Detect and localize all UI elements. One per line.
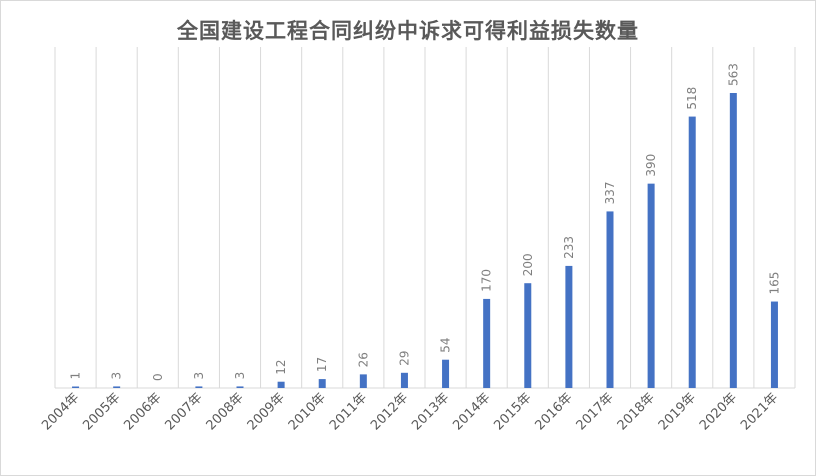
x-tick-label: 2017年 bbox=[574, 390, 617, 433]
data-label: 563 bbox=[726, 63, 740, 86]
data-label: 12 bbox=[274, 359, 288, 374]
bar-2005年 bbox=[113, 386, 121, 388]
bar-2020年 bbox=[729, 93, 737, 388]
data-label: 200 bbox=[521, 253, 535, 276]
chart-title: 全国建设工程合同纠纷中诉求可得利益损失数量 bbox=[177, 19, 639, 43]
bar-2019年 bbox=[688, 116, 696, 388]
data-label: 165 bbox=[767, 272, 781, 295]
bar-2014年 bbox=[483, 298, 491, 388]
bar-2013年 bbox=[442, 359, 450, 388]
data-label: 233 bbox=[562, 236, 576, 259]
x-tick-label: 2009年 bbox=[245, 390, 288, 433]
x-tick-label: 2019年 bbox=[656, 390, 699, 433]
x-tick-label: 2006年 bbox=[121, 390, 164, 433]
x-tick-label: 2005年 bbox=[80, 390, 123, 433]
bar-2016年 bbox=[565, 265, 573, 388]
data-label: 26 bbox=[356, 352, 370, 367]
data-label: 337 bbox=[603, 182, 617, 205]
bar-2015年 bbox=[524, 283, 532, 388]
bar-2004年 bbox=[72, 386, 80, 388]
bar-2009年 bbox=[277, 381, 285, 388]
x-tick-label: 2012年 bbox=[368, 390, 411, 433]
data-label: 518 bbox=[685, 87, 699, 110]
x-tick-label: 2010年 bbox=[286, 390, 329, 433]
bar-2007年 bbox=[195, 386, 203, 388]
x-tick-label: 2015年 bbox=[491, 390, 534, 433]
data-label: 3 bbox=[233, 372, 247, 380]
data-label: 170 bbox=[480, 269, 494, 292]
bar-2008年 bbox=[236, 386, 244, 388]
bar-2010年 bbox=[318, 379, 326, 388]
data-label: 390 bbox=[644, 154, 658, 177]
data-label: 3 bbox=[192, 372, 206, 380]
bar-2017年 bbox=[606, 211, 614, 388]
data-label: 29 bbox=[397, 351, 411, 366]
data-label: 0 bbox=[151, 373, 165, 381]
x-tick-label: 2018年 bbox=[615, 390, 658, 433]
data-label: 54 bbox=[439, 337, 453, 352]
data-label: 17 bbox=[315, 357, 329, 372]
x-tick-label: 2008年 bbox=[204, 390, 247, 433]
x-tick-label: 2021年 bbox=[738, 390, 781, 433]
x-tick-label: 2020年 bbox=[697, 390, 740, 433]
x-tick-label: 2004年 bbox=[39, 390, 82, 433]
x-tick-label: 2013年 bbox=[409, 390, 452, 433]
bar-2011年 bbox=[359, 374, 367, 388]
bar-2012年 bbox=[400, 372, 408, 388]
x-tick-label: 2014年 bbox=[450, 390, 493, 433]
x-tick-label: 2007年 bbox=[163, 390, 206, 433]
x-tick-label: 2011年 bbox=[327, 390, 370, 433]
data-label: 1 bbox=[69, 372, 83, 380]
x-tick-label: 2016年 bbox=[533, 390, 576, 433]
data-label: 3 bbox=[110, 372, 124, 380]
bar-2021年 bbox=[770, 301, 778, 388]
bar-2018年 bbox=[647, 183, 655, 388]
